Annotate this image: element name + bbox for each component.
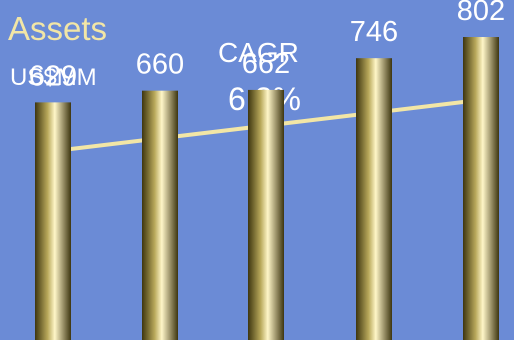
data-labels: 629 660 662 746 802: [29, 0, 505, 92]
chart-subtitle: US$MM: [10, 64, 97, 91]
bar-4: [356, 58, 392, 340]
bar-5: [463, 37, 499, 340]
bar-1: [35, 102, 71, 340]
data-label-3: 662: [242, 48, 290, 80]
data-label-5: 802: [457, 0, 505, 27]
chart-title: Assets: [8, 10, 107, 47]
bar-3: [248, 89, 284, 340]
bar-2: [142, 90, 178, 340]
cagr-label: CAGR: [218, 37, 299, 68]
data-label-1: 629: [29, 60, 77, 92]
bar-series: [35, 37, 499, 340]
data-label-4: 746: [350, 16, 398, 48]
data-label-2: 660: [136, 49, 184, 81]
